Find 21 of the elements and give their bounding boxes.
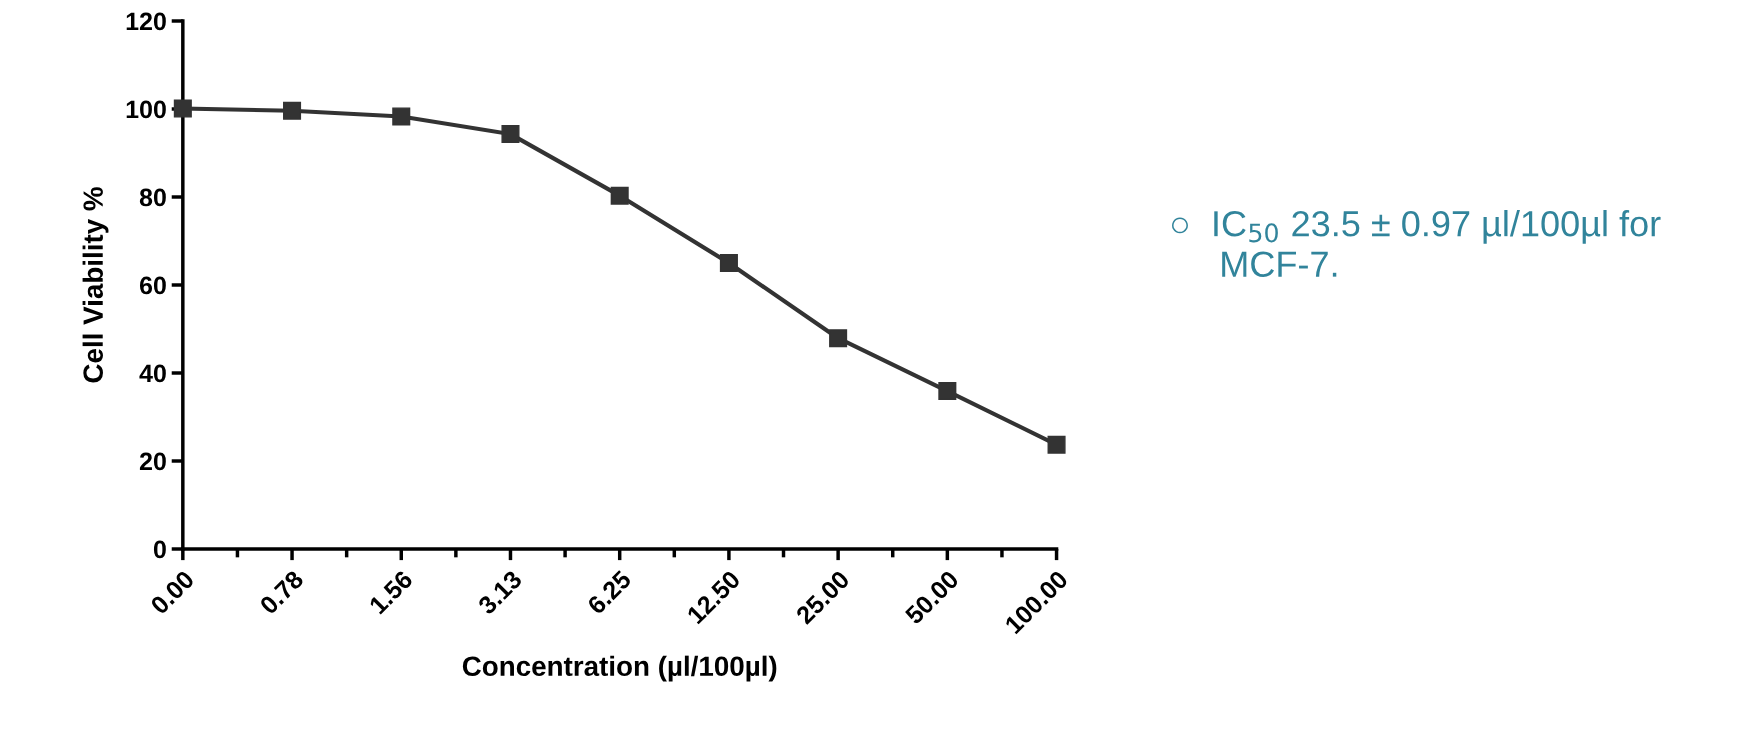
point [719, 253, 738, 273]
y-tick-label: 20 [139, 452, 166, 471]
text: ○ IC$_{50}$ 23.5 ± 0.97 µl/100µl for MCF-7. [1172, 210, 1661, 278]
y-tick-label: 60 [139, 276, 166, 295]
point [283, 101, 302, 120]
x-axis-title: Concentration (µl/100µl) [462, 655, 777, 682]
point [1047, 435, 1066, 454]
point [610, 186, 629, 205]
x-tick-label: 0.78 [258, 569, 305, 616]
y-tick-label: 40 [139, 364, 166, 383]
y-tick-label: 100 [126, 100, 166, 119]
point [829, 329, 848, 348]
x-tick-label: 0.00 [149, 569, 196, 616]
point [501, 125, 520, 144]
point [392, 107, 411, 126]
y-tick-label: 120 [126, 12, 166, 31]
point [173, 99, 192, 118]
y-tick-label: 80 [139, 188, 166, 207]
y-tick-label: 0 [153, 540, 166, 559]
point [938, 382, 957, 401]
y-axis-title: Cell Viability % [82, 187, 109, 383]
